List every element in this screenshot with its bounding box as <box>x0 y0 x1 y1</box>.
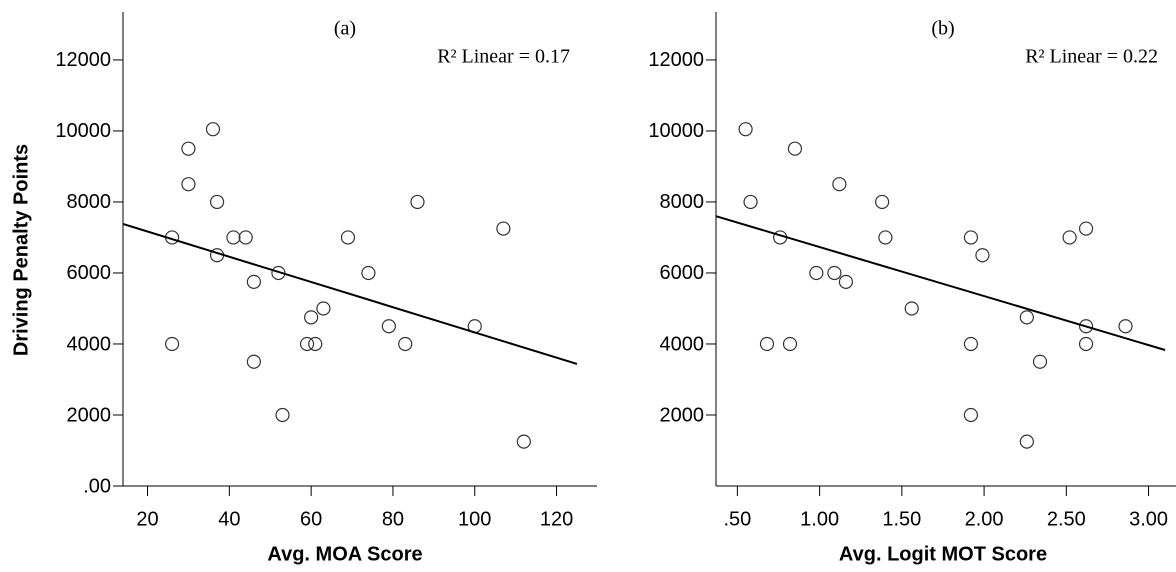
point <box>1078 319 1094 334</box>
point <box>181 141 196 156</box>
y-tick-label: 6000 <box>660 262 705 284</box>
point <box>304 310 319 325</box>
y-tick-label: 4000 <box>660 333 705 355</box>
point <box>975 248 990 263</box>
point <box>904 301 919 316</box>
point <box>1078 221 1094 236</box>
y-tick-label: 8000 <box>67 191 112 213</box>
point <box>1118 319 1133 334</box>
x-tick-label: 20 <box>136 508 158 530</box>
point <box>1019 434 1034 449</box>
x-tick-label: 80 <box>382 508 404 530</box>
x-tick-label: 1.50 <box>882 508 921 530</box>
fit-line <box>122 223 578 365</box>
x-tick-label: 3.00 <box>1129 508 1168 530</box>
y-tick-label: 6000 <box>67 262 112 284</box>
y-tick-label: 8000 <box>660 191 705 213</box>
y-tick-label: 2000 <box>67 404 112 426</box>
chart-title: (b) <box>931 18 954 40</box>
point <box>963 230 979 245</box>
x-tick-label: 60 <box>300 508 322 530</box>
x-tick-label: 1.00 <box>800 508 839 530</box>
point <box>1032 354 1048 369</box>
point <box>181 177 196 192</box>
point <box>516 434 531 449</box>
x-axis-title: Avg. Logit MOT Score <box>839 543 1047 565</box>
point <box>743 194 758 210</box>
point <box>209 194 225 210</box>
point <box>246 274 261 289</box>
x-tick-label: 100 <box>458 508 491 530</box>
point <box>809 265 824 281</box>
x-tick-label: 120 <box>540 508 573 530</box>
point <box>878 230 893 245</box>
point <box>226 230 241 245</box>
x-tick-label: 40 <box>218 508 240 530</box>
point <box>308 336 323 352</box>
point <box>205 122 221 137</box>
y-tick-label: 4000 <box>67 333 112 355</box>
point <box>963 407 979 423</box>
point <box>246 354 261 369</box>
y-tick-label: 10000 <box>648 120 704 142</box>
point <box>361 265 376 281</box>
point <box>316 301 331 316</box>
point <box>832 177 847 192</box>
chart-title: (a) <box>334 18 356 40</box>
point <box>782 336 798 352</box>
point <box>1078 336 1094 352</box>
point <box>164 336 180 352</box>
point <box>238 230 253 245</box>
point <box>1019 310 1034 325</box>
annotation: R² Linear = 0.22 <box>1025 46 1158 68</box>
y-tick-label: .00 <box>83 475 111 497</box>
point <box>787 141 803 156</box>
x-tick-label: 2.50 <box>1047 508 1086 530</box>
x-tick-label: .50 <box>723 508 751 530</box>
x-tick-label: 2.00 <box>965 508 1004 530</box>
point <box>410 194 425 210</box>
point <box>340 230 356 245</box>
point <box>275 407 290 423</box>
point <box>963 336 979 352</box>
point <box>381 319 396 334</box>
point <box>398 336 413 352</box>
y-tick-label: 12000 <box>648 49 704 71</box>
point <box>875 194 890 210</box>
point <box>299 336 315 352</box>
x-axis-title: Avg. MOA Score <box>267 543 422 565</box>
point <box>1062 230 1077 245</box>
y-axis-title: Driving Penalty Points <box>10 144 32 356</box>
point <box>827 265 842 281</box>
point <box>759 336 775 352</box>
point <box>838 274 854 289</box>
y-tick-label: 2000 <box>660 404 705 426</box>
fit-line <box>715 215 1166 351</box>
y-tick-label: 12000 <box>55 49 111 71</box>
y-tick-label: 10000 <box>55 120 111 142</box>
annotation: R² Linear = 0.17 <box>437 46 570 68</box>
point <box>738 122 753 137</box>
point <box>496 221 511 236</box>
